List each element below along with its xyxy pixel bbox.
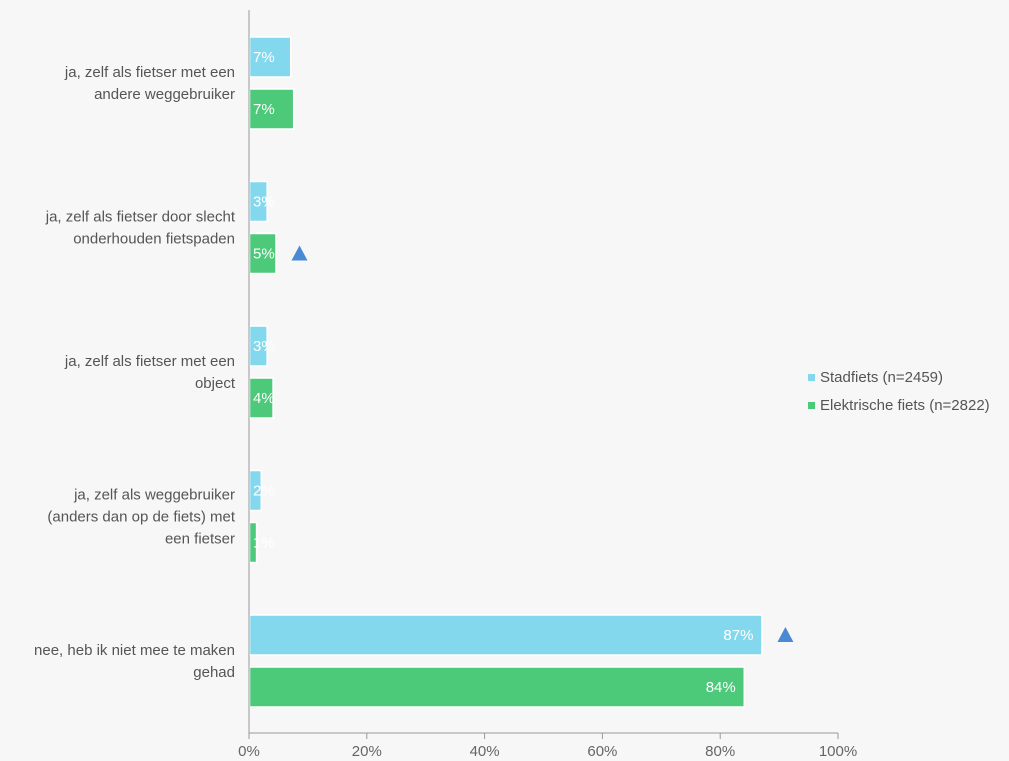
data-label: 84% xyxy=(706,679,736,696)
category-label-line: object xyxy=(195,375,236,392)
category-label-line: ja, zelf als fietser met een xyxy=(64,353,235,370)
category-label-line: ja, zelf als fietser met een xyxy=(64,64,235,81)
category-label: ja, zelf als fietser met een andere wegge… xyxy=(64,64,235,103)
x-tick-label: 40% xyxy=(470,743,500,760)
category-label-line: andere weggebruiker xyxy=(94,86,235,103)
data-label: 7% xyxy=(253,49,275,66)
x-tick-label: 20% xyxy=(352,743,382,760)
bar-stadfiets xyxy=(248,614,763,656)
category-labels: ja, zelf als fietser met een andere wegge… xyxy=(34,64,236,681)
legend-item-label: Elektrische fiets (n=2822) xyxy=(820,397,990,414)
category-label-line: (anders dan op de fiets) met xyxy=(47,509,235,526)
category-label-line: ja, zelf als weggebruiker xyxy=(73,487,235,504)
data-label: 5% xyxy=(253,246,275,263)
category-label: ja, zelf als weggebruiker (anders dan op … xyxy=(47,487,235,548)
category-label-line: onderhouden fietspaden xyxy=(73,231,235,248)
legend: Stadfiets (n=2459) Elektrische fiets (n=2… xyxy=(808,369,990,414)
data-label: 87% xyxy=(723,627,753,644)
data-label: 7% xyxy=(253,101,275,118)
category-label: nee, heb ik niet mee te maken gehad xyxy=(34,642,235,681)
x-tick-label: 0% xyxy=(238,743,260,760)
significance-markers xyxy=(291,245,794,642)
category-label-line: ja, zelf als fietser door slecht xyxy=(45,209,236,226)
category-label: ja, zelf als fietser door slecht onderhou… xyxy=(45,209,236,248)
significance-up-icon xyxy=(777,627,794,642)
x-tick-label: 100% xyxy=(819,743,857,760)
category-label-line: een fietser xyxy=(165,531,235,548)
legend-swatch xyxy=(808,374,815,381)
significance-up-icon xyxy=(291,245,308,261)
x-tick-label: 80% xyxy=(705,743,735,760)
data-label: 1% xyxy=(253,535,275,552)
data-label: 3% xyxy=(253,338,275,355)
x-tick-label: 60% xyxy=(587,743,617,760)
category-label: ja, zelf als fietser met een object xyxy=(64,353,236,392)
bar-elektrische-fiets xyxy=(248,88,295,130)
bars-group: 7% 7% 3% 5% 3% 4% 2% 1% 87% 84% xyxy=(248,36,763,708)
category-label-line: nee, heb ik niet mee te maken xyxy=(34,642,235,659)
data-label: 2% xyxy=(253,483,275,500)
bar-elektrische-fiets xyxy=(248,666,746,708)
legend-item-label: Stadfiets (n=2459) xyxy=(820,369,943,386)
data-label: 4% xyxy=(253,390,275,407)
data-label: 3% xyxy=(253,194,275,211)
category-label-line: gehad xyxy=(193,664,235,681)
legend-swatch xyxy=(808,402,815,409)
x-axis: 0% 20% 40% 60% 80% 100% xyxy=(238,732,857,760)
